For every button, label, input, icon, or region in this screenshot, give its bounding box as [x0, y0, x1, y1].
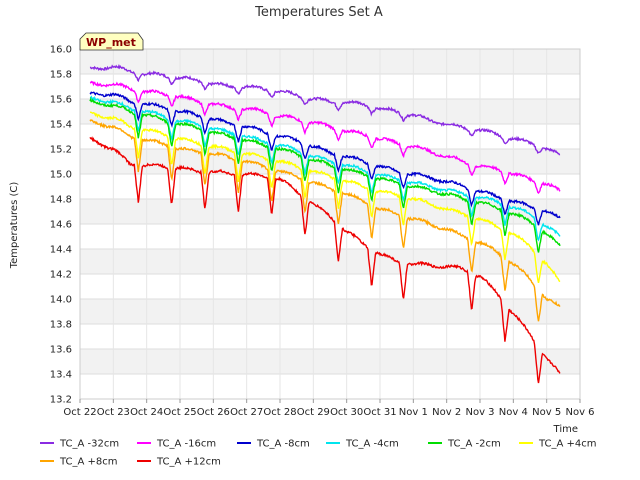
x-tick-label: Oct 31	[363, 407, 396, 418]
plot-area-border	[79, 48, 581, 400]
chart-title: Temperatures Set A	[254, 5, 383, 20]
y-tick-label: 13.6	[50, 345, 72, 356]
series-line	[89, 136, 561, 384]
legend-label: TC_A +8cm	[59, 457, 118, 468]
x-tick-label: Oct 24	[130, 407, 163, 418]
plot-band	[80, 74, 580, 99]
series-line	[89, 119, 561, 322]
plot-band	[80, 324, 580, 349]
x-tick-label: Oct 22	[63, 407, 96, 418]
series-line	[89, 111, 561, 284]
legend-label: TC_A -2cm	[447, 439, 501, 450]
y-tick-label: 14.6	[50, 220, 72, 231]
legend-label: TC_A -16cm	[156, 439, 216, 450]
y-tick-label: 13.8	[50, 320, 72, 331]
x-tick-label: Nov 6	[565, 407, 594, 418]
y-tick-label: 15.8	[50, 70, 72, 81]
series-line	[89, 80, 561, 195]
x-tick-label: Oct 30	[330, 407, 363, 418]
y-tick-label: 15.6	[50, 95, 72, 106]
y-tick-label: 16.0	[50, 45, 72, 56]
plot-band	[80, 49, 580, 74]
legend: TC_A -32cm TC_A -16cm TC_A -8cm TC_A -4cm TC…	[40, 439, 597, 468]
legend-label: TC_A +4cm	[538, 439, 597, 450]
x-tick-label: Oct 25	[163, 407, 196, 418]
y-tick-label: 15.0	[50, 170, 72, 181]
legend-label: TC_A -8cm	[256, 439, 310, 450]
x-tick-label: Oct 29	[297, 407, 330, 418]
x-tick-label: Nov 3	[465, 407, 494, 418]
x-tick-label: Oct 23	[97, 407, 130, 418]
plot-band	[80, 299, 580, 324]
badge-label: WP_met	[86, 36, 136, 49]
y-tick-label: 14.4	[50, 245, 72, 256]
x-tick-label: Nov 2	[432, 407, 461, 418]
plot-band	[80, 274, 580, 299]
y-tick-label: 13.2	[50, 395, 72, 406]
series-line	[89, 95, 561, 242]
legend-label: TC_A -32cm	[59, 439, 119, 450]
plot-band	[80, 249, 580, 274]
x-axis-title: Time	[553, 424, 578, 435]
legend-label: TC_A -4cm	[345, 439, 399, 450]
badge-shape	[79, 32, 144, 51]
series-line	[89, 91, 561, 226]
x-axis-ticks: Oct 22 Oct 23 Oct 24 Oct 25 Oct 26 Oct 27 Oct …	[63, 399, 595, 418]
series-lines	[89, 63, 561, 384]
legend-label: TC_A +12cm	[156, 457, 221, 468]
series-line	[89, 63, 561, 156]
y-axis-title: Temperatures (C)	[9, 182, 20, 270]
y-tick-label: 13.4	[50, 370, 72, 381]
y-tick-label: 14.8	[50, 195, 72, 206]
x-tick-label: Oct 26	[197, 407, 230, 418]
x-tick-label: Oct 27	[230, 407, 263, 418]
plot-background	[80, 49, 580, 399]
y-tick-label: 15.2	[50, 145, 72, 156]
x-tick-label: Nov 5	[532, 407, 561, 418]
plot-band	[80, 224, 580, 249]
y-tick-label: 14.0	[50, 295, 72, 306]
plot-band	[80, 199, 580, 224]
series-line	[89, 96, 561, 253]
wp-met-badge: WP_met	[79, 32, 144, 51]
plot-band	[80, 349, 580, 374]
x-tick-label: Nov 1	[399, 407, 428, 418]
x-tick-label: Nov 4	[499, 407, 528, 418]
y-tick-label: 14.2	[50, 270, 72, 281]
y-tick-label: 15.4	[50, 120, 72, 131]
y-axis-ticks: 13.2 13.4 13.6 13.8 14.0 14.2 14.4 14.6 14.8 15.0…	[50, 45, 72, 406]
x-tick-label: Oct 28	[263, 407, 296, 418]
plot-band	[80, 374, 580, 399]
